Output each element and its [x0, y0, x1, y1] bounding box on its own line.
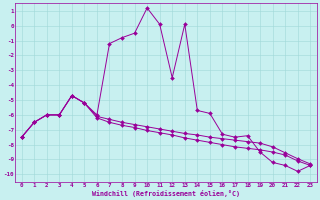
X-axis label: Windchill (Refroidissement éolien,°C): Windchill (Refroidissement éolien,°C) [92, 190, 240, 197]
